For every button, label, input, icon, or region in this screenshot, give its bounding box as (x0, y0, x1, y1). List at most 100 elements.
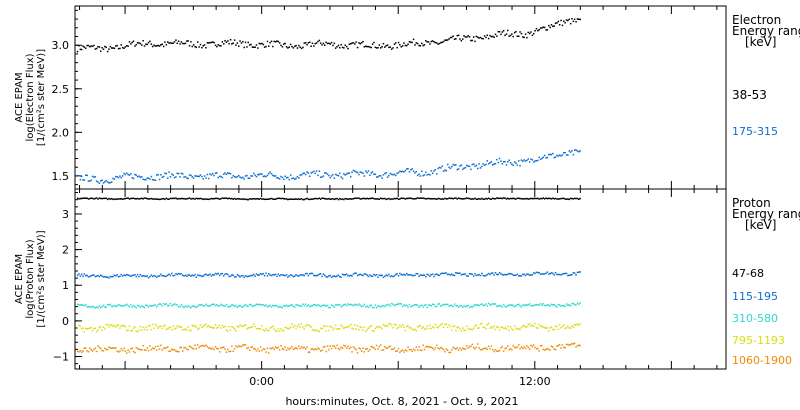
proton-data-point (272, 198, 274, 200)
electron-data-point (520, 32, 523, 35)
proton-data-point (370, 345, 372, 348)
electron-data-point (315, 42, 318, 44)
x-tick-label: 12:00 (519, 375, 551, 388)
proton-legend-title: Energy range (732, 207, 800, 221)
electron-data-point (400, 46, 402, 48)
proton-data-point (289, 347, 292, 349)
electron-data-point (126, 45, 128, 47)
proton-data-point (180, 197, 183, 200)
proton-data-point (442, 303, 445, 306)
proton-data-point (168, 198, 170, 200)
electron-data-point (475, 164, 478, 167)
proton-data-point (218, 198, 221, 200)
electron-data-point (512, 164, 514, 167)
electron-data-point (154, 45, 157, 47)
electron-data-point (309, 175, 311, 177)
proton-data-point (430, 305, 432, 307)
proton-data-point (385, 304, 387, 306)
proton-data-point (98, 197, 101, 199)
proton-data-point (285, 304, 288, 307)
proton-data-point (123, 198, 125, 200)
proton-data-point (304, 325, 307, 327)
electron-data-point (554, 22, 557, 24)
electron-data-point (258, 173, 260, 176)
proton-data-point (426, 306, 428, 309)
electron-data-point (474, 165, 476, 167)
proton-data-point (324, 198, 326, 200)
proton-data-point (427, 346, 430, 348)
proton-data-point (276, 197, 278, 200)
electron-data-point (278, 42, 281, 44)
proton-data-point (187, 349, 189, 351)
proton-data-point (319, 327, 322, 329)
proton-data-point (572, 198, 575, 200)
proton-data-point (434, 198, 437, 200)
proton-data-point (426, 273, 428, 276)
proton-data-point (78, 351, 80, 353)
proton-data-point (324, 325, 326, 327)
electron-data-point (134, 45, 136, 47)
proton-data-point (511, 328, 513, 330)
electron-data-point (171, 173, 173, 175)
proton-data-point (367, 198, 370, 200)
proton-data-point (79, 325, 82, 327)
proton-data-point (470, 273, 472, 275)
proton-data-point (564, 305, 566, 308)
proton-series-310-580 (76, 302, 581, 309)
proton-legend-title: Proton (732, 196, 771, 210)
proton-data-point (287, 347, 289, 349)
proton-data-point (87, 198, 90, 200)
proton-data-point (266, 329, 269, 332)
proton-data-point (192, 348, 195, 350)
proton-data-point (98, 346, 101, 349)
proton-data-point (269, 197, 271, 200)
proton-data-point (121, 305, 124, 307)
proton-data-point (453, 347, 456, 350)
proton-data-point (146, 329, 148, 331)
proton-data-point (186, 198, 188, 200)
electron-data-point (515, 162, 517, 164)
proton-data-point (139, 325, 142, 328)
proton-data-point (121, 325, 124, 327)
electron-data-point (433, 41, 435, 43)
electron-data-point (299, 46, 301, 48)
proton-data-point (489, 327, 491, 329)
proton-data-point (98, 275, 101, 278)
electron-data-point (344, 44, 346, 46)
electron-data-point (313, 45, 315, 47)
proton-data-point (355, 328, 357, 330)
proton-legend-title: [keV] (745, 218, 776, 232)
proton-data-point (156, 198, 158, 200)
proton-data-point (124, 325, 127, 328)
electron-data-point (475, 35, 478, 38)
proton-data-point (220, 303, 222, 306)
proton-data-point (263, 348, 266, 350)
proton-data-point (262, 304, 265, 306)
proton-data-point (274, 198, 277, 200)
proton-data-point (573, 272, 576, 274)
proton-data-point (436, 273, 438, 275)
proton-data-point (395, 304, 397, 306)
proton-data-point (527, 273, 529, 276)
proton-data-point (560, 327, 562, 329)
electron-data-point (145, 179, 147, 181)
proton-data-point (213, 303, 215, 305)
proton-data-point (138, 275, 140, 278)
proton-data-point (191, 305, 193, 307)
proton-data-point (453, 325, 456, 327)
proton-data-point (278, 197, 281, 200)
electron-data-point (203, 175, 206, 177)
proton-data-point (492, 348, 494, 351)
electron-data-point (94, 48, 97, 50)
proton-data-point (280, 328, 282, 330)
proton-data-point (393, 304, 396, 307)
proton-data-point (138, 348, 140, 351)
electron-data-point (321, 176, 323, 178)
electron-data-point (401, 170, 404, 173)
proton-data-point (565, 343, 568, 346)
proton-data-point (299, 347, 301, 350)
proton-data-point (198, 197, 200, 200)
proton-data-point (210, 197, 213, 200)
proton-data-point (79, 304, 82, 306)
